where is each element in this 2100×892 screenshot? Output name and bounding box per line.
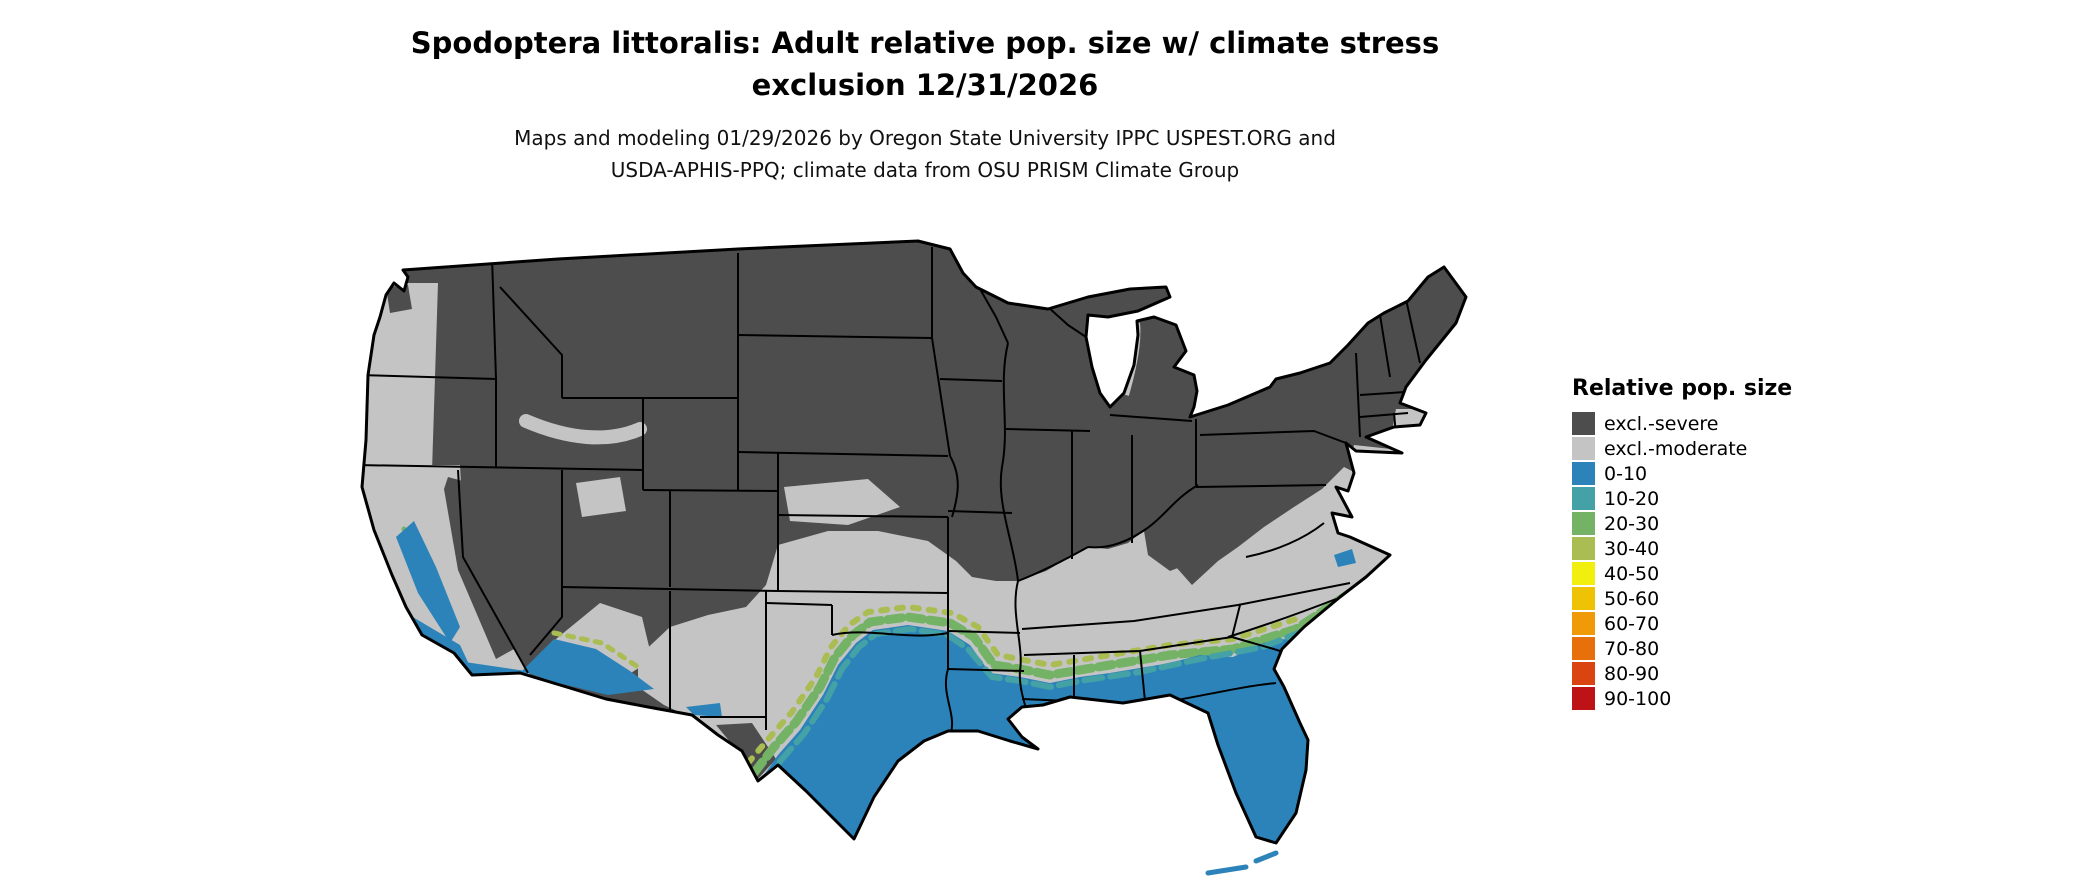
legend-label: excl.-moderate bbox=[1604, 437, 1748, 460]
legend-label: 70-80 bbox=[1604, 637, 1660, 660]
legend-item: 10-20 bbox=[1572, 486, 1792, 511]
legend-item: 60-70 bbox=[1572, 611, 1792, 636]
page-title: Spodoptera littoralis: Adult relative po… bbox=[310, 22, 1540, 106]
page-subtitle-line1: Maps and modeling 01/29/2026 by Oregon S… bbox=[514, 126, 1336, 151]
legend-label: 0-10 bbox=[1604, 462, 1648, 485]
legend-label: 30-40 bbox=[1604, 537, 1660, 560]
legend-swatch bbox=[1572, 512, 1595, 535]
legend-item: excl.-severe bbox=[1572, 411, 1792, 436]
page-title-line2: exclusion 12/31/2026 bbox=[751, 68, 1099, 103]
legend-label: 20-30 bbox=[1604, 512, 1660, 535]
legend-item: excl.-moderate bbox=[1572, 436, 1792, 461]
legend-item: 70-80 bbox=[1572, 636, 1792, 661]
legend-label: 90-100 bbox=[1604, 687, 1672, 710]
legend-item: 30-40 bbox=[1572, 536, 1792, 561]
legend-label: 40-50 bbox=[1604, 562, 1660, 585]
nation-outline bbox=[360, 239, 1468, 845]
legend-title: Relative pop. size bbox=[1572, 376, 1793, 401]
legend-swatch bbox=[1572, 487, 1595, 510]
us-map bbox=[308, 225, 1528, 885]
legend-swatch bbox=[1572, 687, 1595, 710]
legend-item: 20-30 bbox=[1572, 511, 1792, 536]
page-subtitle-line2: USDA-APHIS-PPQ; climate data from OSU PR… bbox=[610, 158, 1240, 183]
page-title-line1: Spodoptera littoralis: Adult relative po… bbox=[410, 26, 1440, 60]
legend-item: 90-100 bbox=[1572, 686, 1792, 711]
legend-swatch bbox=[1572, 637, 1595, 660]
legend-item: 80-90 bbox=[1572, 661, 1792, 686]
legend-label: 10-20 bbox=[1604, 487, 1660, 510]
legend: Relative pop. size excl.-severe excl.-mo… bbox=[1572, 376, 1792, 711]
legend-label: 50-60 bbox=[1604, 587, 1660, 610]
legend-label: 60-70 bbox=[1604, 612, 1660, 635]
legend-swatch bbox=[1572, 437, 1595, 460]
legend-swatch bbox=[1572, 412, 1595, 435]
legend-swatch bbox=[1572, 562, 1595, 585]
legend-swatch bbox=[1572, 462, 1595, 485]
legend-label: excl.-severe bbox=[1604, 412, 1719, 435]
legend-item: 40-50 bbox=[1572, 561, 1792, 586]
legend-swatch bbox=[1572, 587, 1595, 610]
legend-item: 0-10 bbox=[1572, 461, 1792, 486]
florida-keys bbox=[1205, 850, 1279, 876]
legend-item: 50-60 bbox=[1572, 586, 1792, 611]
legend-swatch bbox=[1572, 662, 1595, 685]
legend-label: 80-90 bbox=[1604, 662, 1660, 685]
legend-swatch bbox=[1572, 612, 1595, 635]
us-map-svg bbox=[360, 239, 1468, 876]
legend-swatch bbox=[1572, 537, 1595, 560]
title-block: Spodoptera littoralis: Adult relative po… bbox=[310, 22, 1540, 186]
page-subtitle: Maps and modeling 01/29/2026 by Oregon S… bbox=[310, 122, 1540, 186]
map-region-10-20 bbox=[761, 618, 1331, 786]
